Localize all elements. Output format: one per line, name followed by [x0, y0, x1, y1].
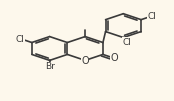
Text: Cl: Cl	[147, 12, 156, 21]
Text: Br: Br	[45, 62, 55, 71]
Text: Cl: Cl	[122, 38, 131, 47]
Text: O: O	[110, 53, 118, 63]
Text: Cl: Cl	[16, 35, 25, 44]
Text: O: O	[81, 56, 89, 66]
